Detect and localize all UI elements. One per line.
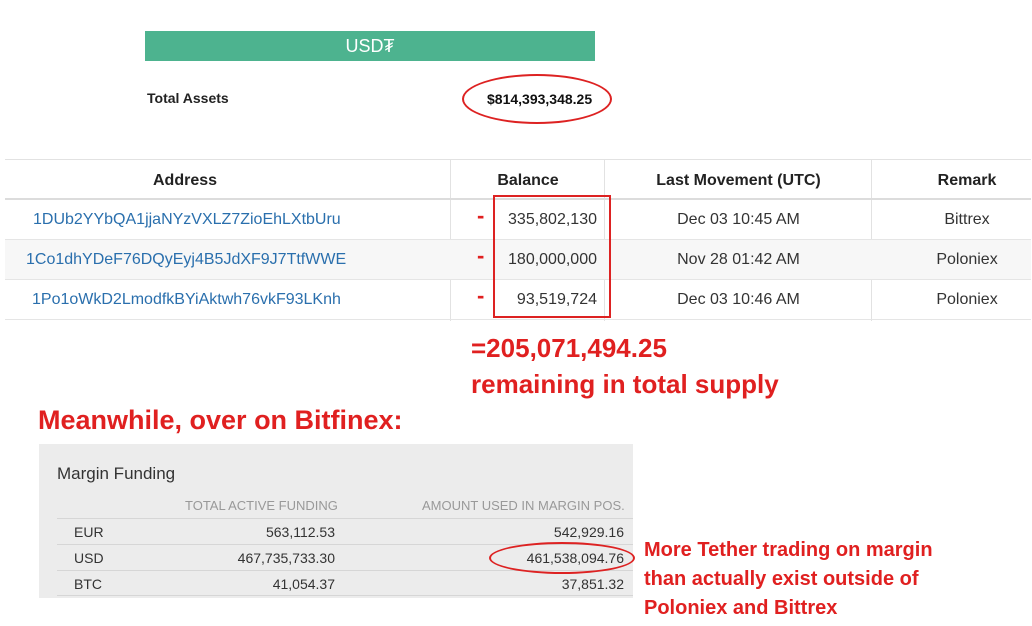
balance-highlight-box <box>493 195 611 318</box>
last-movement-value: Nov 28 01:42 AM <box>677 251 800 268</box>
currency-label: BTC <box>74 576 102 592</box>
address-table: Address Balance Last Movement (UTC) Rema… <box>5 159 1031 321</box>
margin-note-line: More Tether trading on margin <box>644 539 933 561</box>
meanwhile-annotation: Meanwhile, over on Bitfinex: <box>38 405 403 435</box>
table-header: Address Balance Last Movement (UTC) Rema… <box>5 159 1031 200</box>
total-active-funding-value: 563,112.53 <box>265 524 335 540</box>
address-link[interactable]: 1Co1dhYDeF76DQyEyj4B5JdXF9J7TtfWWE <box>26 251 347 268</box>
balance-value: 180,000,000 <box>508 251 597 268</box>
total-assets-label: Total Assets <box>147 90 229 106</box>
column-header-total-active-funding: TOTAL ACTIVE FUNDING <box>185 498 338 513</box>
margin-funding-title: Margin Funding <box>57 464 176 483</box>
balance-value: 93,519,724 <box>516 291 597 308</box>
column-header-balance[interactable]: Balance <box>497 172 559 189</box>
margin-row: EUR 563,112.53 542,929.16 <box>57 518 633 544</box>
total-active-funding-value: 41,054.37 <box>272 576 335 592</box>
remark-value: Poloniex <box>936 251 998 268</box>
balance-value: 335,802,130 <box>508 211 597 228</box>
column-header-last-movement[interactable]: Last Movement (UTC) <box>656 172 821 189</box>
currency-label: USD <box>74 550 104 566</box>
amount-used-value: 37,851.32 <box>561 576 624 592</box>
address-link[interactable]: 1Po1oWkD2LmodfkBYiAktwh76vkF93LKnh <box>32 291 341 308</box>
sum-annotation: =205,071,494.25 <box>471 333 667 363</box>
minus-annotation: - <box>477 203 485 228</box>
table-row: 1Co1dhYDeF76DQyEyj4B5JdXF9J7TtfWWE - 180… <box>5 240 1031 280</box>
amount-used-value: 542,929.16 <box>553 524 624 540</box>
currency-banner: USD₮ <box>145 31 595 61</box>
usd-margin-highlight-ellipse <box>489 542 635 574</box>
margin-row: BTC 41,054.37 37,851.32 <box>57 570 633 596</box>
last-movement-value: Dec 03 10:46 AM <box>677 291 800 308</box>
minus-annotation: - <box>477 243 485 268</box>
margin-funding-panel: Margin Funding TOTAL ACTIVE FUNDING AMOU… <box>39 444 633 598</box>
last-movement-value: Dec 03 10:45 AM <box>677 211 800 228</box>
total-active-funding-value: 467,735,733.30 <box>237 550 335 566</box>
remark-value: Poloniex <box>936 291 998 308</box>
margin-note-line: Poloniex and Bittrex <box>644 597 838 619</box>
remaining-annotation: remaining in total supply <box>471 369 779 399</box>
table-row: 1DUb2YYbQA1jjaNYzVXLZ7ZioEhLXtbUru - 335… <box>5 200 1031 240</box>
currency-label: EUR <box>74 524 104 540</box>
table-row: 1Po1oWkD2LmodfkBYiAktwh76vkF93LKnh - 93,… <box>5 280 1031 320</box>
address-link[interactable]: 1DUb2YYbQA1jjaNYzVXLZ7ZioEhLXtbUru <box>33 211 341 228</box>
column-header-remark[interactable]: Remark <box>937 172 997 189</box>
remark-value: Bittrex <box>944 211 990 228</box>
column-header-amount-used: AMOUNT USED IN MARGIN POS. <box>422 498 625 513</box>
total-assets-highlight-ellipse <box>462 74 612 124</box>
minus-annotation: - <box>477 283 485 308</box>
margin-note-line: than actually exist outside of <box>644 568 919 590</box>
column-header-address[interactable]: Address <box>152 172 218 189</box>
